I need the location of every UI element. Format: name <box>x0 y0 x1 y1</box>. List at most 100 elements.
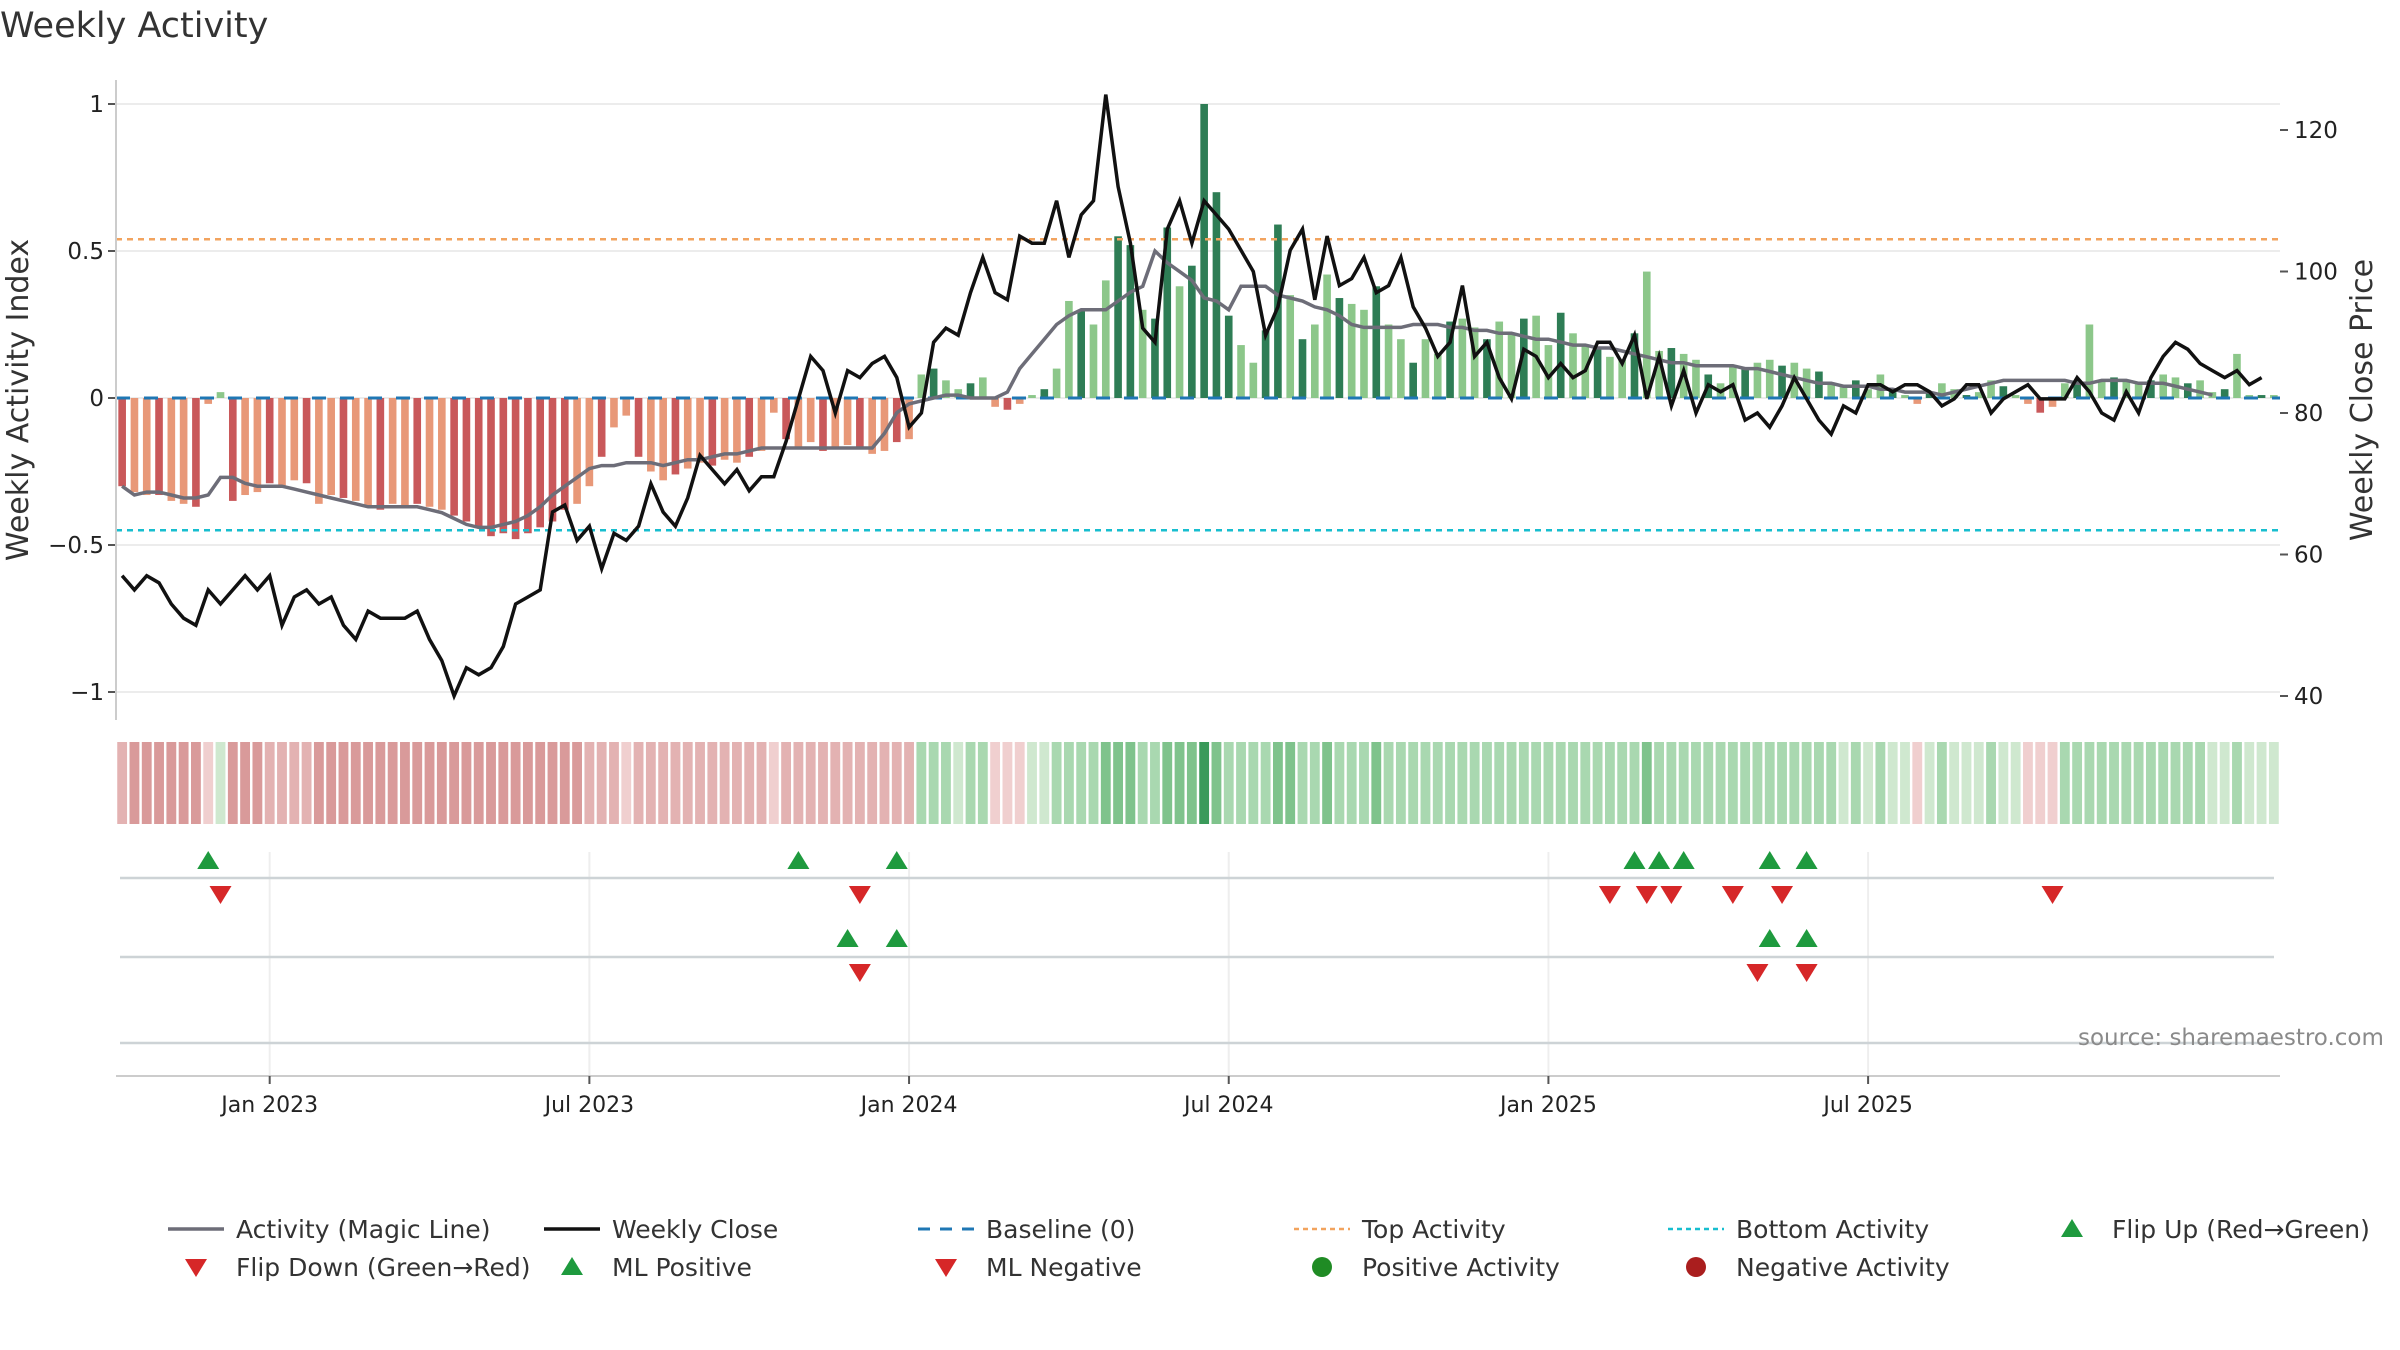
heat-cell <box>2121 742 2132 824</box>
activity-bar <box>487 398 495 537</box>
activity-bar <box>1470 327 1479 398</box>
y-tick-label: −1 <box>70 680 104 706</box>
activity-bar <box>1077 309 1086 398</box>
activity-bar <box>1421 339 1430 398</box>
heat-cell <box>1408 742 1419 824</box>
flip-down-marker <box>1771 886 1794 904</box>
heat-cell <box>547 742 558 824</box>
heat-cell <box>744 742 755 824</box>
x-axis: Jan 2023 Jul 2023 Jan 2024 Jul 2024 Jan 2025… <box>116 1075 2280 1118</box>
activity-bar <box>1458 318 1467 398</box>
activity-bar <box>2233 353 2241 398</box>
heat-cell <box>977 742 988 824</box>
activity-bar <box>339 398 348 498</box>
legend-item: Weekly Close <box>540 1212 778 1246</box>
heat-cell <box>1654 742 1664 824</box>
activity-bar <box>511 398 520 540</box>
activity-bar <box>1556 312 1565 398</box>
heat-cell <box>2170 742 2181 824</box>
heat-cell <box>1273 742 1283 824</box>
activity-bar <box>1974 392 1983 398</box>
heat-cell <box>1359 742 1369 824</box>
activity-bar <box>1310 324 1319 398</box>
heat-cell <box>535 742 546 824</box>
activity-bar <box>1642 271 1651 398</box>
activity-bar <box>2147 380 2155 398</box>
heat-cell <box>1949 742 1960 824</box>
flip-up-marker <box>1672 851 1695 869</box>
heat-cell <box>2096 742 2107 824</box>
activity-bar <box>278 398 286 487</box>
heat-cell <box>1420 742 1431 824</box>
activity-bar <box>1507 333 1516 398</box>
activity-bar <box>1630 333 1639 398</box>
activity-bar <box>1015 398 1024 404</box>
activity-bar <box>1028 395 1036 398</box>
activity-bar <box>1913 398 1922 404</box>
heat-cell <box>609 742 619 824</box>
activity-bar <box>1765 359 1774 398</box>
legend-item: ML Positive <box>540 1250 752 1284</box>
heat-cell <box>1592 742 1603 824</box>
activity-bar <box>1274 224 1282 398</box>
y2-tick-label: 80 <box>2294 401 2323 427</box>
heat-cell <box>756 742 767 824</box>
heat-cell <box>2244 742 2255 824</box>
activity-bar <box>1692 359 1700 398</box>
heat-cell <box>1936 742 1947 824</box>
heat-cell <box>1887 742 1898 824</box>
activity-bar <box>610 398 618 428</box>
chart-title: Weekly Activity <box>0 6 269 46</box>
legend-label: Bottom Activity <box>1736 1214 1930 1244</box>
heat-cell <box>867 742 878 824</box>
heat-cell <box>1469 742 1480 824</box>
heat-cell <box>1998 742 2009 824</box>
activity-bar <box>671 398 680 475</box>
legend-symbol <box>185 1259 207 1277</box>
activity-bar <box>843 398 852 446</box>
heat-cell <box>387 742 398 824</box>
heat-cell <box>1039 742 1050 824</box>
y2-tick-label: 40 <box>2294 684 2323 710</box>
heat-cell <box>1395 742 1406 824</box>
heat-cell <box>2084 742 2095 824</box>
heat-cell <box>2219 742 2230 824</box>
ml-positive-marker <box>1758 929 1781 947</box>
activity-bar <box>1483 339 1491 398</box>
activity-bar <box>1163 227 1172 398</box>
heat-cell <box>326 742 337 824</box>
heat-cell <box>2256 742 2267 824</box>
heat-cell <box>1801 742 1812 824</box>
ml-negative-marker <box>848 964 871 982</box>
heat-cell <box>732 742 742 824</box>
heat-cell <box>1838 742 1849 824</box>
heat-cell <box>670 742 681 824</box>
activity-bar <box>438 398 446 510</box>
heat-cell <box>2047 742 2058 824</box>
activity-bar <box>1851 380 1860 398</box>
activity-bar <box>1864 389 1872 398</box>
heat-cell <box>2023 742 2033 824</box>
heat-cell <box>424 742 435 824</box>
activity-bar <box>708 398 717 466</box>
y2-axis-title: Weekly Close Price <box>2345 259 2380 541</box>
legend-label: Top Activity <box>1362 1214 1506 1244</box>
activity-bar <box>1261 330 1270 398</box>
activity-bar <box>585 398 594 487</box>
heat-cell <box>2232 742 2242 824</box>
heat-cell <box>2133 742 2144 824</box>
activity-bar <box>1175 286 1184 398</box>
activity-bar <box>1741 368 1749 398</box>
heat-cell <box>141 742 152 824</box>
activity-bar <box>167 398 176 501</box>
flip-down-marker <box>1721 886 1744 904</box>
activity-bar <box>462 398 471 522</box>
heat-cell <box>1100 742 1111 824</box>
heat-cell <box>412 742 423 824</box>
heat-cell <box>1223 742 1234 824</box>
legend-label: Flip Down (Green→Red) <box>236 1252 531 1282</box>
heat-cell <box>1863 742 1874 824</box>
activity-bar <box>192 398 200 507</box>
activity-bar <box>659 398 667 481</box>
heat-cell <box>240 742 251 824</box>
